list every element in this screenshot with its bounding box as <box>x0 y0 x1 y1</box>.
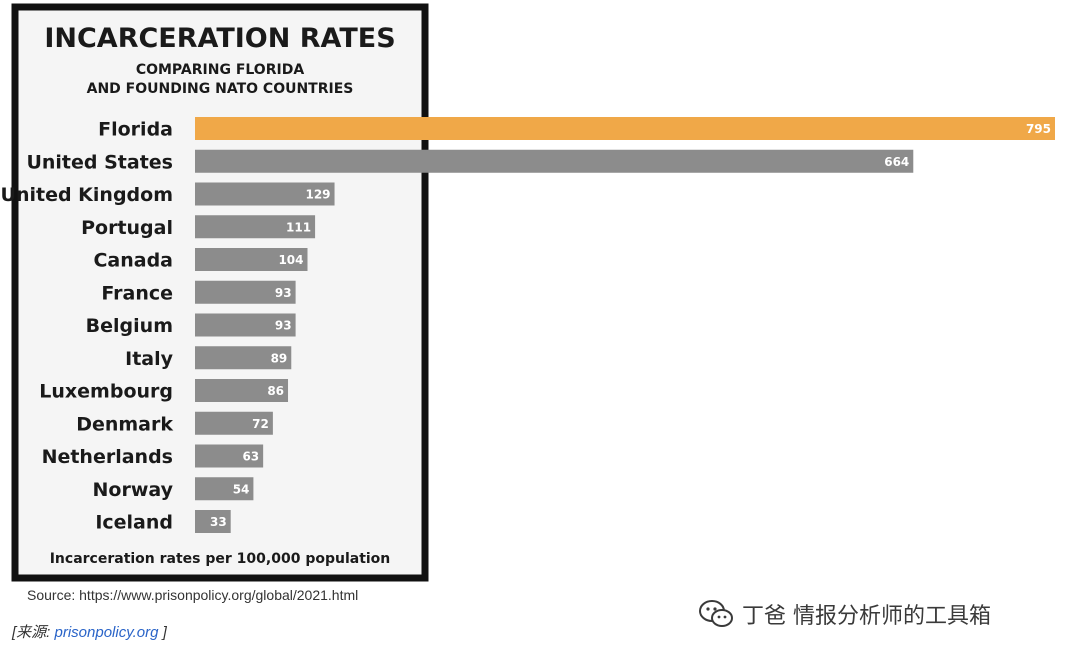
value-label: 795 <box>1026 122 1051 136</box>
bar-denmark <box>195 411 273 435</box>
x-axis-label: Incarceration rates per 100,000 populati… <box>50 551 391 567</box>
value-label: 664 <box>884 155 909 169</box>
credit-line: [来源: prisonpolicy.org ] <box>12 621 167 642</box>
wechat-icon <box>699 600 733 627</box>
bar-france <box>195 280 296 304</box>
category-label: Italy <box>125 348 173 370</box>
bar-canada <box>195 248 308 271</box>
credit-link[interactable]: prisonpolicy.org <box>54 624 159 641</box>
bar-netherlands <box>195 444 264 468</box>
value-label: 93 <box>275 286 292 300</box>
value-label: 86 <box>267 384 284 398</box>
value-label: 33 <box>210 515 227 529</box>
category-label: Luxembourg <box>39 381 173 403</box>
chart-subtitle-line-2: AND FOUNDING NATO COUNTRIES <box>87 81 354 97</box>
category-label: Norway <box>93 479 174 501</box>
bars-group: Florida 795 United States 664 United Kingdom… <box>1 117 1055 534</box>
bar-portugal <box>195 215 316 239</box>
bar-florida <box>195 117 1055 140</box>
credit-prefix: [来源: <box>12 624 55 641</box>
value-label: 93 <box>275 319 292 333</box>
category-label: United States <box>26 151 173 173</box>
category-label: Denmark <box>76 413 173 435</box>
bar-united-kingdom <box>195 182 335 206</box>
bar-united-states <box>195 149 914 173</box>
value-label: 111 <box>286 220 311 234</box>
category-label: Belgium <box>86 315 173 337</box>
bar-iceland <box>195 510 231 533</box>
chart-title: INCARCERATION RATES <box>44 23 395 54</box>
value-label: 89 <box>271 351 288 365</box>
category-label: Iceland <box>95 512 173 534</box>
chart-subtitle-line-1: COMPARING FLORIDA <box>136 62 304 78</box>
value-label: 104 <box>278 253 303 267</box>
watermark-text: 丁爸 情报分析师的工具箱 <box>742 604 991 629</box>
category-label: Netherlands <box>42 446 173 468</box>
category-label: United Kingdom <box>1 184 173 206</box>
category-label: Florida <box>98 119 173 141</box>
value-label: 129 <box>305 188 330 202</box>
value-label: 63 <box>242 450 259 464</box>
watermark: 丁爸 情报分析师的工具箱 <box>698 598 991 630</box>
bar-norway <box>195 477 254 501</box>
source-text: Source: https://www.prisonpolicy.org/glo… <box>27 587 359 603</box>
bar-luxembourg <box>195 379 289 402</box>
bar-italy <box>195 346 292 370</box>
category-label: Canada <box>93 250 173 272</box>
value-label: 54 <box>233 482 250 496</box>
category-label: France <box>101 282 173 304</box>
value-label: 72 <box>252 417 269 431</box>
credit-suffix: ] <box>158 624 167 641</box>
category-label: Portugal <box>81 217 173 239</box>
bar-belgium <box>195 313 296 337</box>
chart: INCARCERATION RATES COMPARING FLORIDA AN… <box>1 3 1055 582</box>
